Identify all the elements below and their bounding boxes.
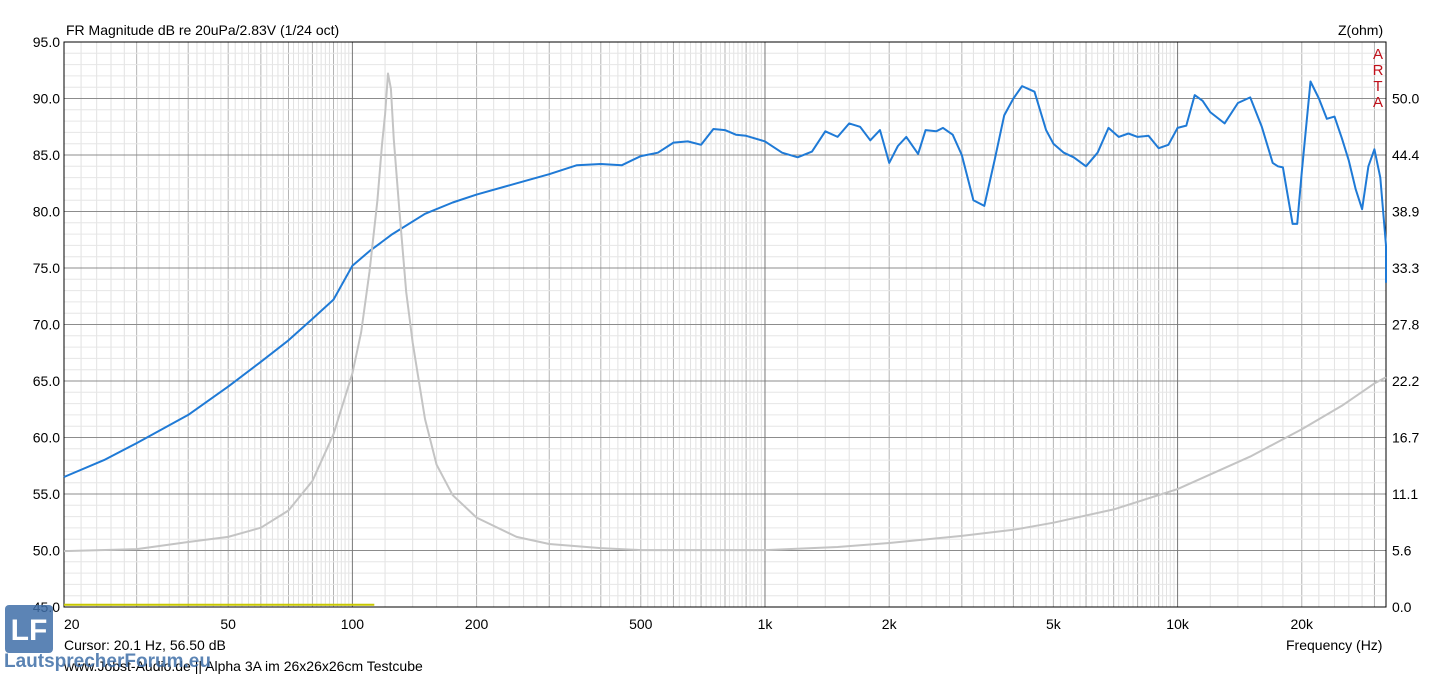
y-tick-label: 60.0 (33, 430, 60, 446)
arta-letter-t: T (1373, 78, 1383, 95)
cursor-readout: Cursor: 20.1 Hz, 56.50 dB (64, 637, 226, 653)
arta-letter-r: R (1372, 62, 1384, 79)
arta-letter-a1: A (1372, 46, 1383, 63)
y2-tick-label: 50.0 (1392, 91, 1419, 107)
y-tick-label: 90.0 (33, 91, 60, 107)
y-tick-label: 70.0 (33, 317, 60, 333)
y-tick-label: 55.0 (33, 486, 60, 502)
y-tick-label: 65.0 (33, 373, 60, 389)
y-tick-label: 80.0 (33, 204, 60, 220)
chart-title: FR Magnitude dB re 20uPa/2.83V (1/24 oct… (66, 22, 340, 38)
x-tick-label: 10k (1166, 616, 1190, 632)
y-tick-label: 75.0 (33, 260, 60, 276)
plot-frame (63, 41, 1387, 608)
y-tick-label: 85.0 (33, 147, 60, 163)
x-tick-label: 50 (220, 616, 236, 632)
arta-letter-a2: A (1372, 94, 1383, 111)
series-line-1 (63, 72, 1387, 553)
x-tick-label: 20 (64, 616, 80, 632)
y2-tick-label: 33.3 (1392, 260, 1419, 276)
x-tick-label: 200 (465, 616, 489, 632)
right-axis-title: Z(ohm) (1338, 22, 1384, 38)
x-tick-label: 100 (341, 616, 365, 632)
series-line-0 (63, 80, 1387, 478)
y-tick-label: 95.0 (33, 34, 60, 50)
lf-logo-letters: LF (11, 614, 48, 647)
y2-tick-label: 11.1 (1392, 486, 1418, 502)
lf-logo-icon: LF (5, 605, 53, 653)
watermark-text: LautsprecherForum.eu (4, 651, 211, 672)
x-tick-label: 20k (1290, 616, 1314, 632)
x-axis-title: Frequency (Hz) (1286, 637, 1383, 653)
x-tick-label: 2k (882, 616, 898, 632)
y2-tick-label: 16.7 (1392, 430, 1419, 446)
y2-tick-label: 5.6 (1392, 543, 1412, 559)
x-tick-label: 1k (758, 616, 774, 632)
y2-tick-label: 22.2 (1392, 373, 1419, 389)
y2-tick-label: 38.9 (1392, 204, 1419, 220)
y2-tick-label: 0.0 (1392, 599, 1412, 615)
footer-caption: www.Jobst-Audio.de || Alpha 3A im 26x26x… (64, 658, 423, 674)
x-tick-label: 5k (1046, 616, 1062, 632)
x-tick-label: 500 (629, 616, 653, 632)
y2-tick-label: 27.8 (1392, 317, 1419, 333)
y2-tick-label: 44.4 (1392, 147, 1419, 163)
y-tick-label: 50.0 (33, 543, 60, 559)
